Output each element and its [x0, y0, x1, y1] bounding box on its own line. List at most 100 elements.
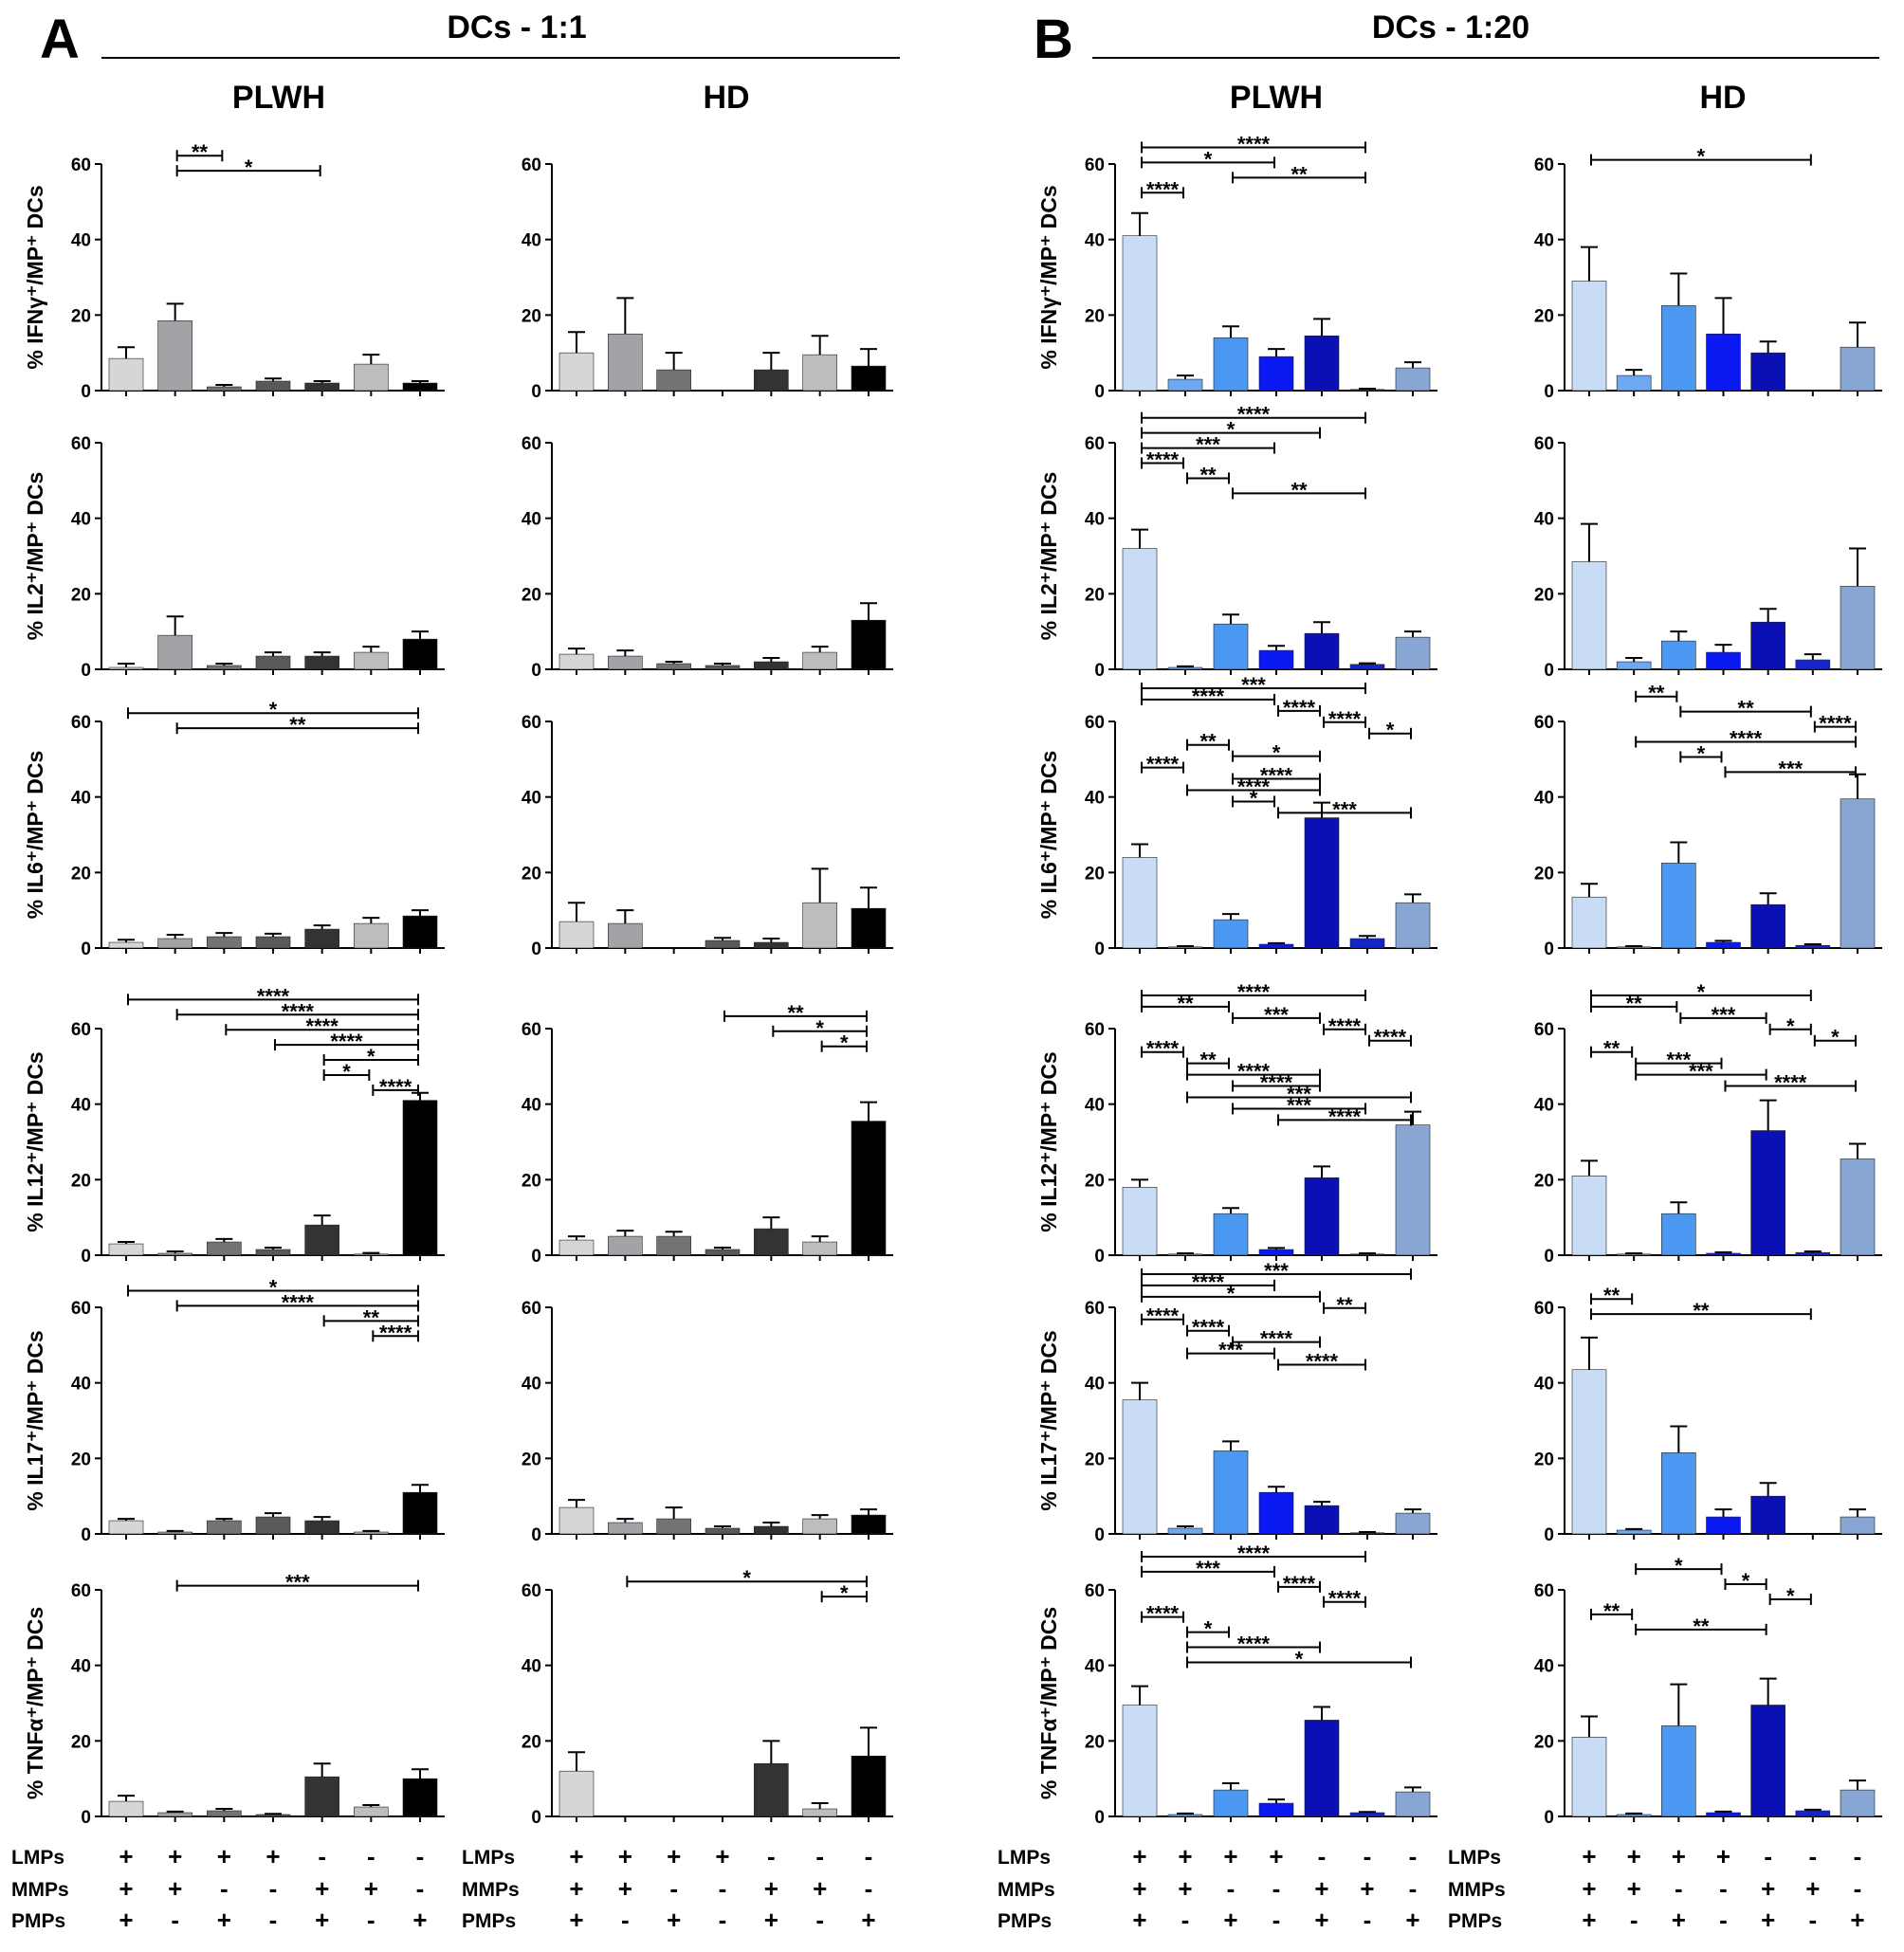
treatment-sign: - [767, 1842, 776, 1870]
y-tick-label: 40 [1534, 510, 1554, 530]
treatment-row-label: LMPs [998, 1847, 1051, 1869]
bar [1122, 1399, 1158, 1535]
panel-a-divider [101, 57, 900, 59]
y-tick-label: 0 [81, 661, 91, 681]
significance-label: * [342, 1060, 351, 1084]
treatment-sign: + [569, 1874, 583, 1903]
y-tick-label: 20 [71, 1450, 91, 1469]
bar [558, 921, 595, 949]
bar [1750, 621, 1785, 670]
y-tick-label: 40 [1534, 789, 1554, 809]
bar [1213, 1789, 1249, 1817]
bar [1661, 1213, 1696, 1256]
treatment-row-label: PMPs [998, 1910, 1052, 1932]
y-tick-label: 20 [71, 1732, 91, 1752]
significance-label: * [1697, 741, 1706, 765]
bar [1750, 1130, 1785, 1256]
significance-label: ** [1738, 697, 1755, 721]
bar [1395, 1512, 1431, 1535]
significance-label: **** [1192, 684, 1225, 708]
significance-label: **** [1774, 1071, 1807, 1095]
y-tick-label: 40 [71, 1375, 91, 1395]
treatment-sign: - [1764, 1842, 1772, 1870]
treatment-sign: + [1761, 1906, 1775, 1934]
significance-label: ** [1626, 992, 1643, 1015]
treatment-sign: + [1178, 1874, 1192, 1903]
treatment-sign: - [815, 1842, 824, 1870]
significance-label: * [1786, 1014, 1795, 1038]
bar [1840, 1158, 1876, 1256]
significance-label: **** [257, 984, 290, 1008]
bar [558, 1506, 595, 1535]
significance-label: **** [1328, 707, 1362, 731]
y-tick-label: 40 [1085, 510, 1105, 530]
bar [157, 1252, 192, 1256]
significance-label: *** [1264, 1259, 1289, 1283]
treatment-row-label: LMPs [1448, 1847, 1501, 1869]
treatment-sign: + [1132, 1874, 1146, 1903]
bar [354, 1253, 389, 1256]
treatment-row-label: MMPs [11, 1879, 69, 1901]
y-tick-label: 60 [522, 1020, 541, 1040]
bar [1349, 938, 1385, 949]
y-axis-label: % IL17⁺/MP⁺ DCs [1036, 1330, 1061, 1510]
treatment-sign: - [815, 1906, 824, 1934]
significance-label: * [1250, 786, 1258, 810]
bar [108, 666, 144, 670]
treatment-sign: - [220, 1874, 229, 1903]
bar [402, 1491, 438, 1535]
significance-label: ** [1336, 1293, 1353, 1317]
significance-label: **** [1328, 1587, 1362, 1611]
bar [1304, 817, 1340, 949]
y-tick-label: 60 [71, 1020, 91, 1040]
treatment-table: LMPs + + + + - - - MMPs + + - - + + - PMPs + - + - + - + [11, 1842, 428, 1934]
y-tick-label: 0 [1094, 1808, 1105, 1828]
chart-b-plwh-tnfα: % TNFα⁺/MP⁺ DCs0204060******************… [1036, 1542, 1437, 1828]
y-tick-label: 20 [1534, 1450, 1554, 1469]
chart-a-hd-tnfα: 0 20 40 60 * * [522, 1566, 893, 1828]
bar [207, 1810, 242, 1817]
bar [705, 1527, 741, 1535]
treatment-sign: + [265, 1842, 280, 1870]
significance-label: * [1272, 741, 1281, 765]
significance-label: * [1227, 418, 1236, 442]
bar [255, 655, 291, 670]
significance-label: **** [1819, 712, 1852, 736]
bar [608, 1235, 643, 1256]
y-tick-label: 0 [1544, 1247, 1554, 1267]
bar [108, 1520, 144, 1535]
bar [1395, 367, 1431, 392]
y-tick-label: 60 [522, 1299, 541, 1319]
bar [1304, 335, 1340, 392]
treatment-sign: - [1719, 1906, 1728, 1934]
bar [108, 357, 144, 392]
significance-label: * [245, 155, 253, 179]
col-title-b-plwh: PLWH [1229, 80, 1324, 116]
significance-label: **** [306, 1014, 339, 1038]
bar [108, 941, 144, 949]
bar [1304, 1177, 1340, 1256]
bar [402, 1778, 438, 1817]
significance-label: * [1697, 980, 1706, 1004]
treatment-sign: - [865, 1874, 873, 1903]
bar [851, 619, 887, 670]
bar [1661, 305, 1696, 392]
significance-label: ** [1603, 1284, 1620, 1307]
y-tick-label: 60 [71, 434, 91, 454]
bar [1122, 1187, 1158, 1256]
bar [207, 936, 242, 949]
bar [802, 1518, 837, 1535]
treatment-sign: + [1405, 1906, 1419, 1934]
y-tick-label: 40 [71, 789, 91, 809]
y-tick-label: 20 [1085, 1732, 1105, 1752]
y-tick-label: 0 [531, 382, 541, 402]
treatment-sign: + [1627, 1842, 1641, 1870]
bar [705, 1249, 741, 1256]
bar [754, 1228, 789, 1256]
bar [354, 922, 389, 949]
bar [304, 655, 339, 670]
y-tick-label: 20 [522, 864, 541, 884]
chart-a-plwh-il12: % IL12⁺/MP⁺ DCs0204060******************… [23, 984, 445, 1267]
significance-label: *** [1712, 1003, 1736, 1027]
